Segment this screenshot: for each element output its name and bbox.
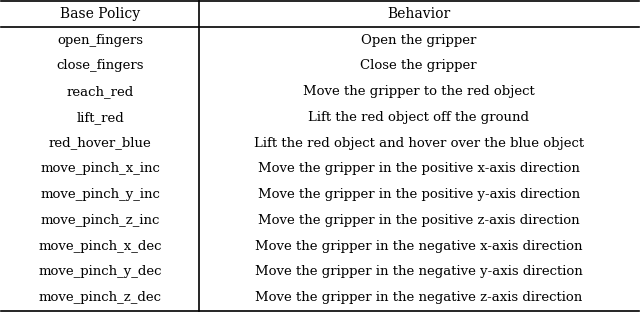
Text: Open the gripper: Open the gripper	[361, 34, 476, 46]
Text: move_pinch_y_dec: move_pinch_y_dec	[38, 266, 162, 278]
Text: Base Policy: Base Policy	[60, 7, 140, 21]
Text: Lift the red object and hover over the blue object: Lift the red object and hover over the b…	[253, 137, 584, 150]
Text: Move the gripper in the negative x-axis direction: Move the gripper in the negative x-axis …	[255, 240, 582, 253]
Text: Move the gripper in the negative z-axis direction: Move the gripper in the negative z-axis …	[255, 291, 582, 304]
Text: move_pinch_z_inc: move_pinch_z_inc	[40, 214, 160, 227]
Text: move_pinch_x_inc: move_pinch_x_inc	[40, 162, 160, 175]
Text: close_fingers: close_fingers	[56, 59, 144, 72]
Text: Move the gripper in the positive y-axis direction: Move the gripper in the positive y-axis …	[258, 188, 580, 201]
Text: lift_red: lift_red	[76, 111, 124, 124]
Text: reach_red: reach_red	[67, 85, 134, 98]
Text: red_hover_blue: red_hover_blue	[49, 137, 152, 150]
Text: Move the gripper in the positive x-axis direction: Move the gripper in the positive x-axis …	[258, 162, 580, 175]
Text: move_pinch_y_inc: move_pinch_y_inc	[40, 188, 160, 201]
Text: move_pinch_x_dec: move_pinch_x_dec	[38, 240, 162, 253]
Text: Behavior: Behavior	[387, 7, 451, 21]
Text: move_pinch_z_dec: move_pinch_z_dec	[38, 291, 162, 304]
Text: open_fingers: open_fingers	[57, 34, 143, 46]
Text: Lift the red object off the ground: Lift the red object off the ground	[308, 111, 529, 124]
Text: Close the gripper: Close the gripper	[360, 59, 477, 72]
Text: Move the gripper in the positive z-axis direction: Move the gripper in the positive z-axis …	[258, 214, 580, 227]
Text: Move the gripper to the red object: Move the gripper to the red object	[303, 85, 534, 98]
Text: Move the gripper in the negative y-axis direction: Move the gripper in the negative y-axis …	[255, 266, 582, 278]
